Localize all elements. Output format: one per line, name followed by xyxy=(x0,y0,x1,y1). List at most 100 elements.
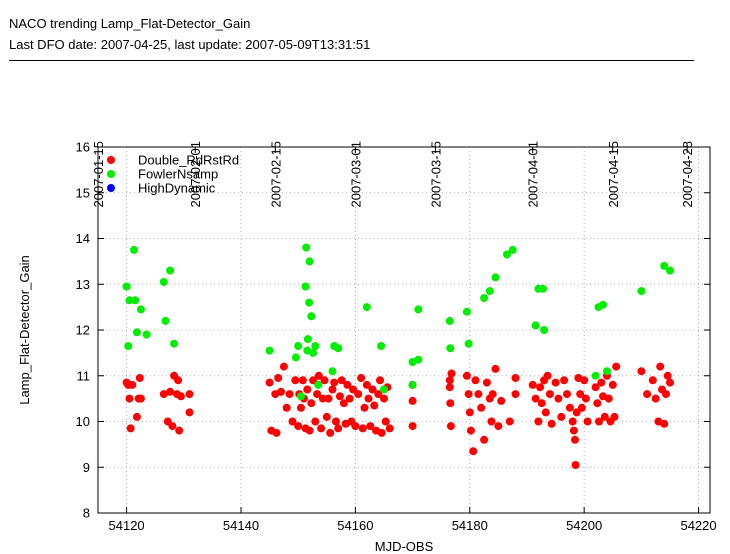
data-point xyxy=(483,379,491,387)
data-point xyxy=(166,267,174,275)
legend-label: Double_RdRstRd xyxy=(138,153,239,168)
data-point xyxy=(283,404,291,412)
data-point xyxy=(137,305,145,313)
data-point xyxy=(305,299,313,307)
data-point xyxy=(592,372,600,380)
data-point xyxy=(380,386,388,394)
data-point xyxy=(378,429,386,437)
data-point xyxy=(414,356,422,364)
data-point xyxy=(131,296,139,304)
y-tick-label: 10 xyxy=(76,414,90,429)
data-point xyxy=(446,399,454,407)
data-point xyxy=(311,418,319,426)
data-point xyxy=(542,408,550,416)
data-point xyxy=(571,436,579,444)
data-point xyxy=(463,372,471,380)
data-point xyxy=(662,390,670,398)
data-point xyxy=(446,317,454,325)
data-point xyxy=(560,376,568,384)
data-point xyxy=(656,363,664,371)
data-point xyxy=(326,429,334,437)
data-point xyxy=(467,427,475,435)
x-tick-label: 54120 xyxy=(109,518,145,533)
data-points xyxy=(123,244,674,469)
data-point xyxy=(186,390,194,398)
data-point xyxy=(536,383,544,391)
data-point xyxy=(480,436,488,444)
top-date-label: 2007-04-28 xyxy=(680,141,695,208)
y-tick-label: 16 xyxy=(76,140,90,155)
data-point xyxy=(277,388,285,396)
data-point xyxy=(143,331,151,339)
data-point xyxy=(446,344,454,352)
data-point xyxy=(297,392,305,400)
data-point xyxy=(546,390,554,398)
data-point xyxy=(307,312,315,320)
legend-marker xyxy=(107,184,115,192)
data-point xyxy=(488,418,496,426)
data-point xyxy=(186,408,194,416)
data-point xyxy=(314,381,322,389)
data-point xyxy=(365,395,373,403)
top-date-label: 2007-03-01 xyxy=(348,141,363,208)
data-point xyxy=(611,413,619,421)
data-point xyxy=(160,278,168,286)
data-point xyxy=(127,424,135,432)
data-point xyxy=(584,418,592,426)
data-point xyxy=(294,342,302,350)
data-point xyxy=(128,381,136,389)
legend-marker xyxy=(107,156,115,164)
data-point xyxy=(649,376,657,384)
data-point xyxy=(637,287,645,295)
data-point xyxy=(463,308,471,316)
data-point xyxy=(512,374,520,382)
data-point xyxy=(168,422,176,430)
data-point xyxy=(336,392,344,400)
series-double_rdrstrd xyxy=(123,363,674,469)
data-point xyxy=(351,422,359,430)
data-point xyxy=(175,427,183,435)
data-point xyxy=(552,379,560,387)
top-date-label: 2007-04-15 xyxy=(606,141,621,208)
data-point xyxy=(137,395,145,403)
data-point xyxy=(494,422,502,430)
data-point xyxy=(286,390,294,398)
data-point xyxy=(357,374,365,382)
data-point xyxy=(130,246,138,254)
data-point xyxy=(605,395,613,403)
data-point xyxy=(566,404,574,412)
data-point xyxy=(480,294,488,302)
data-point xyxy=(292,353,300,361)
data-point xyxy=(346,395,354,403)
data-point xyxy=(332,418,340,426)
top-date-label: 2007-03-15 xyxy=(428,141,443,208)
data-point xyxy=(266,379,274,387)
x-axis-label: MJD-OBS xyxy=(375,539,434,554)
data-point xyxy=(554,395,562,403)
series-fowlernsamp xyxy=(123,244,674,401)
data-point xyxy=(446,383,454,391)
data-point xyxy=(532,321,540,329)
y-tick-label: 14 xyxy=(76,231,90,246)
data-point xyxy=(409,397,417,405)
data-point xyxy=(489,390,497,398)
data-point xyxy=(409,381,417,389)
data-point xyxy=(325,395,333,403)
data-point xyxy=(274,374,282,382)
data-point xyxy=(299,376,307,384)
data-point xyxy=(124,342,132,350)
data-point xyxy=(512,390,520,398)
data-point xyxy=(660,420,668,428)
data-point xyxy=(569,418,577,426)
top-date-label: 2007-01-15 xyxy=(91,141,106,208)
data-point xyxy=(578,404,586,412)
data-point xyxy=(330,379,338,387)
data-point xyxy=(361,404,369,412)
data-point xyxy=(382,418,390,426)
data-point xyxy=(580,376,588,384)
data-point xyxy=(612,363,620,371)
data-point xyxy=(311,342,319,350)
data-point xyxy=(329,367,337,375)
